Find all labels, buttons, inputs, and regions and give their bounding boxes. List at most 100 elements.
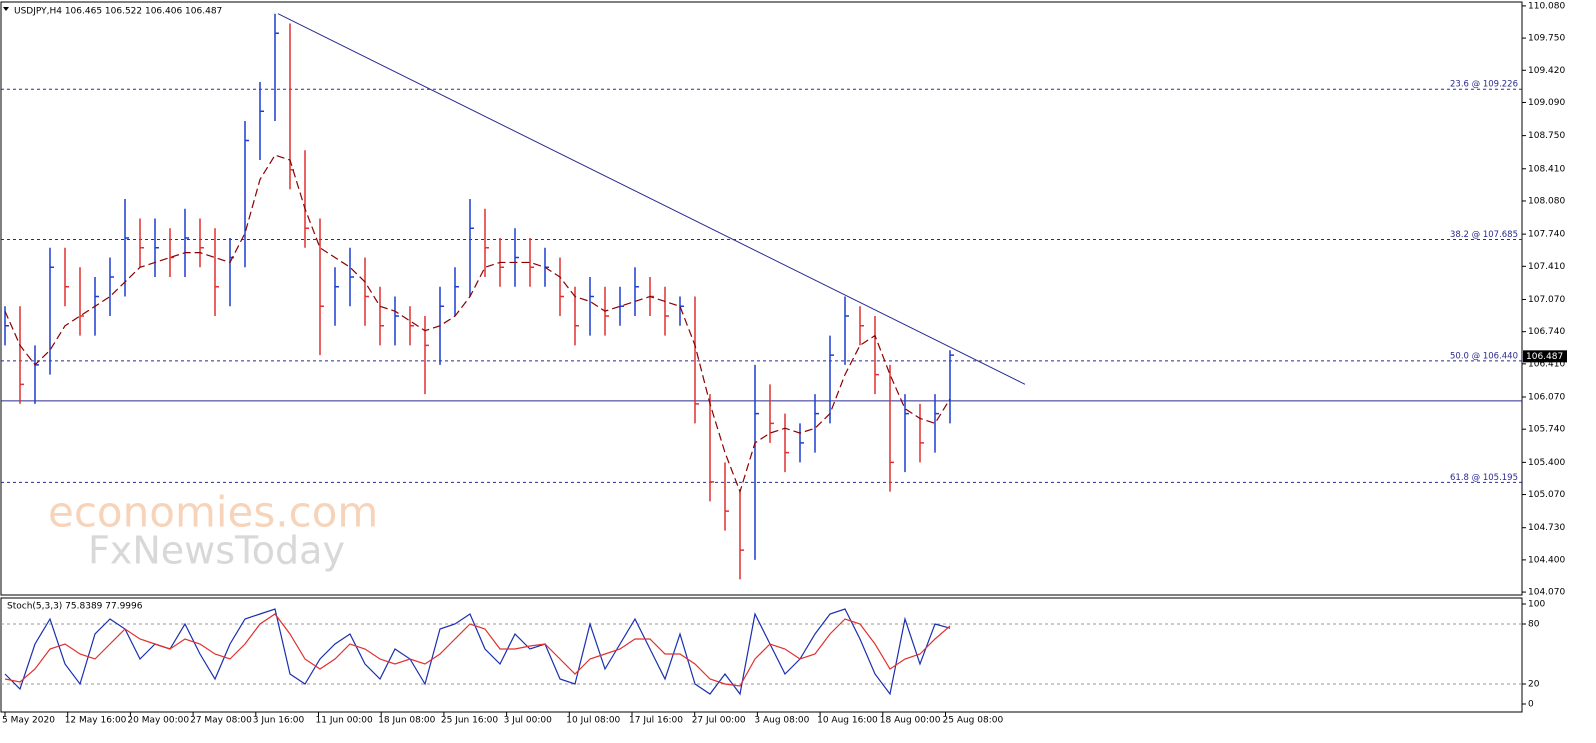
y-tick-label: 104.730 (1528, 523, 1565, 533)
price-bar (769, 384, 774, 443)
price-bar (364, 257, 369, 326)
y-tick-label: 100 (1528, 600, 1545, 610)
price-bar (454, 267, 459, 317)
fib-label: 38.2 @ 107.685 (1450, 230, 1518, 240)
stoch-panel (0, 597, 1523, 713)
x-tick-label: 10 Jul 08:00 (566, 716, 620, 726)
price-bar (379, 286, 384, 346)
price-bar (229, 238, 234, 307)
price-bar (919, 403, 924, 463)
x-tick-label: 3 Jun 16:00 (253, 716, 305, 726)
y-tick-label: 80 (1528, 620, 1540, 630)
title-arrow (3, 7, 9, 11)
price-bar (529, 238, 534, 287)
x-tick-label: 3 Aug 08:00 (754, 716, 809, 726)
price-bar (874, 316, 879, 395)
price-bar (154, 218, 159, 278)
price-bar (394, 296, 399, 346)
price-bar (34, 345, 39, 404)
x-tick-label: 20 May 00:00 (127, 716, 189, 726)
price-bar (859, 306, 864, 346)
chart-title: USDJPY,H4 106.465 106.522 106.406 106.48… (14, 7, 222, 17)
price-bar (334, 267, 339, 326)
last-price-label: 106.487 (1526, 352, 1563, 362)
watermark: economies.com (48, 488, 378, 537)
x-tick-label: 25 Jun 16:00 (441, 716, 498, 726)
price-bar (934, 394, 939, 453)
price-bar (829, 335, 834, 424)
x-tick-label: 25 Aug 08:00 (943, 716, 1004, 726)
x-tick-label: 18 Aug 00:00 (880, 716, 941, 726)
y-tick-label: 20 (1528, 680, 1540, 690)
x-tick-label: 17 Jul 16:00 (629, 716, 683, 726)
price-bar (664, 286, 669, 336)
y-tick-label: 107.740 (1528, 230, 1565, 240)
price-bar (214, 228, 219, 317)
price-bar (799, 423, 804, 463)
price-bar (724, 462, 729, 531)
price-bar (349, 247, 354, 307)
price-bar (784, 413, 789, 473)
price-bar (319, 218, 324, 356)
watermark: FxNewsToday (88, 529, 345, 573)
price-bar (484, 208, 489, 278)
y-tick-label: 106.410 (1528, 359, 1565, 369)
price-bar (514, 228, 519, 287)
price-bar (304, 150, 309, 248)
price-bar (889, 364, 894, 492)
price-bar (19, 306, 24, 404)
x-tick-label: 3 Jul 00:00 (504, 716, 553, 726)
fib-label: 50.0 @ 106.440 (1450, 351, 1518, 361)
last-price-tag (1523, 350, 1567, 363)
y-tick-label: 104.400 (1528, 555, 1565, 565)
y-tick-label: 106.070 (1528, 393, 1565, 403)
price-bar (4, 306, 9, 346)
price-bar (904, 394, 909, 473)
stoch-title: Stoch(5,3,3) 75.8389 77.9996 (7, 602, 143, 612)
price-bar (694, 296, 699, 424)
x-tick-label: 27 May 08:00 (190, 716, 252, 726)
y-tick-label: 109.090 (1528, 98, 1565, 108)
fib-label: 61.8 @ 105.195 (1450, 473, 1518, 483)
price-bar (259, 81, 264, 161)
price-bar (619, 286, 624, 326)
y-tick-label: 107.410 (1528, 262, 1565, 272)
price-bar (409, 306, 414, 346)
price-bar (289, 23, 294, 190)
price-bar (754, 364, 759, 560)
y-tick-label: 108.080 (1528, 196, 1565, 206)
y-tick-label: 104.070 (1528, 588, 1565, 598)
price-bar (139, 218, 144, 268)
y-tick-label: 0 (1528, 700, 1534, 710)
y-tick-label: 105.400 (1528, 458, 1565, 468)
y-tick-label: 109.750 (1528, 34, 1565, 44)
price-bar (184, 208, 189, 278)
stoch-line (4, 608, 951, 696)
y-tick-label: 105.740 (1528, 425, 1565, 435)
price-bar (169, 228, 174, 278)
x-tick-label: 27 Jul 00:00 (692, 716, 746, 726)
trendline (277, 13, 1026, 385)
price-bar (79, 267, 84, 336)
x-tick-label: 11 Jun 00:00 (316, 716, 373, 726)
x-tick-label: 18 Jun 08:00 (378, 716, 435, 726)
y-tick-label: 110.080 (1528, 1, 1565, 11)
price-bar (244, 120, 249, 268)
price-bar (199, 218, 204, 268)
x-tick-label: 10 Aug 16:00 (817, 716, 878, 726)
price-bar (814, 394, 819, 453)
price-bar (739, 491, 744, 580)
price-bar (124, 199, 129, 297)
y-tick-label: 105.070 (1528, 490, 1565, 500)
price-bar (49, 247, 54, 375)
price-bar (469, 199, 474, 297)
price-bar (634, 267, 639, 317)
price-bar (109, 257, 114, 317)
y-tick-label: 108.410 (1528, 164, 1565, 174)
x-tick-label: 12 May 16:00 (65, 716, 127, 726)
price-bar (574, 286, 579, 346)
price-bar (679, 296, 684, 326)
price-bar (64, 247, 69, 307)
price-bar (709, 394, 714, 502)
